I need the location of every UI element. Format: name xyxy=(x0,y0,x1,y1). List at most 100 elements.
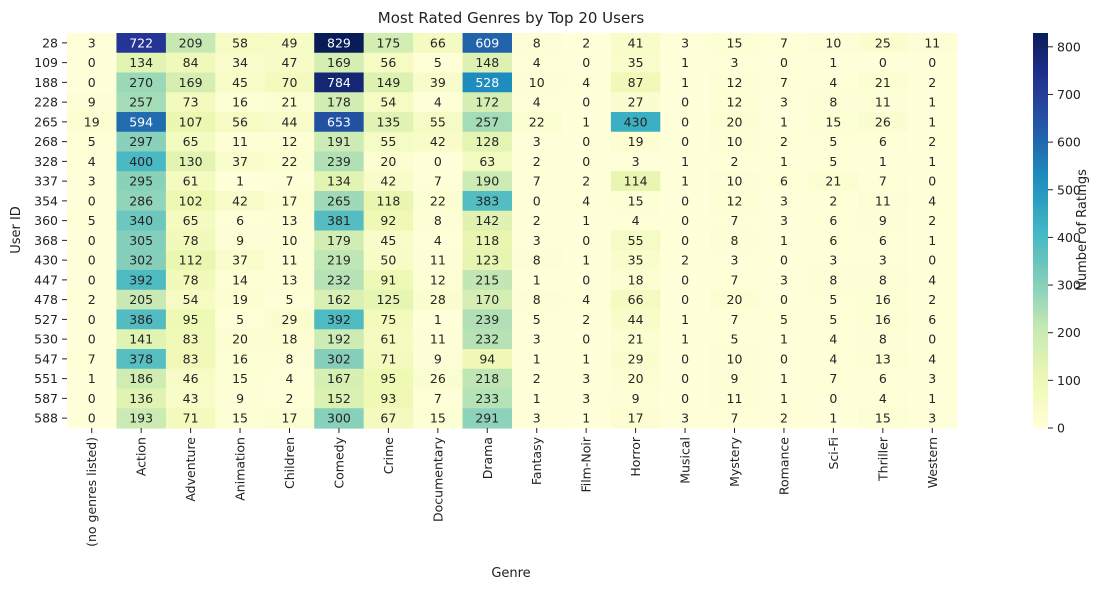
cell-value-label: 4 xyxy=(434,233,442,248)
cell-value-label: 45 xyxy=(380,233,396,248)
cell-value-label: 0 xyxy=(829,391,837,406)
heatmap-cell xyxy=(660,52,711,74)
y-tick-label: 337 xyxy=(34,174,58,189)
cell-value-label: 65 xyxy=(183,213,199,228)
cell-value-label: 73 xyxy=(183,95,199,110)
cell-value-label: 21 xyxy=(875,75,891,90)
x-tick-label: Musical xyxy=(678,437,693,484)
cell-value-label: 4 xyxy=(434,95,442,110)
heatmap-cell xyxy=(314,349,365,370)
cell-value-label: 12 xyxy=(282,134,298,149)
x-tick-label: (no genres listed) xyxy=(84,437,99,547)
cell-value-label: 2 xyxy=(533,213,541,228)
heatmap-cell xyxy=(808,368,859,390)
cell-value-label: 8 xyxy=(731,233,739,248)
heatmap-cell xyxy=(660,309,711,330)
cell-value-label: 149 xyxy=(376,75,400,90)
heatmap-cell xyxy=(709,230,760,251)
cell-value-label: 4 xyxy=(533,55,541,70)
heatmap-cell xyxy=(264,309,315,330)
heatmap-cell xyxy=(660,92,711,113)
heatmap-cell xyxy=(116,210,167,232)
cell-value-label: 25 xyxy=(875,35,891,50)
cell-value-label: 15 xyxy=(628,193,644,208)
cell-value-label: 123 xyxy=(475,253,499,268)
cell-value-label: 8 xyxy=(533,35,541,50)
cell-value-label: 2 xyxy=(681,253,689,268)
heatmap-cell xyxy=(264,408,315,429)
heatmap-cell xyxy=(314,408,365,429)
heatmap-cell xyxy=(264,72,315,93)
heatmap-cell xyxy=(512,349,563,370)
heatmap-cell xyxy=(759,33,810,54)
cell-value-label: 7 xyxy=(879,174,887,189)
cell-value-label: 1 xyxy=(681,55,689,70)
cell-value-label: 3 xyxy=(533,411,541,426)
heatmap-cell xyxy=(462,171,513,192)
cell-value-label: 1 xyxy=(928,391,936,406)
heatmap-cell xyxy=(462,349,513,370)
cell-value-label: 12 xyxy=(727,95,743,110)
cell-value-label: 3 xyxy=(879,253,887,268)
heatmap-cell xyxy=(808,92,859,113)
heatmap-cell xyxy=(462,388,513,409)
colorbar-tick-label: 0 xyxy=(1057,421,1065,436)
heatmap-cell xyxy=(67,112,118,133)
heatmap-cell xyxy=(808,171,859,192)
cell-value-label: 0 xyxy=(780,55,788,70)
cell-value-label: 257 xyxy=(129,95,153,110)
colorbar: 0 100 200 300 400 500 600 700 800 Number of Rati… xyxy=(1033,33,1090,436)
cell-value-label: 3 xyxy=(928,371,936,386)
cell-value-label: 1 xyxy=(582,213,590,228)
cell-value-label: 0 xyxy=(582,154,590,169)
heatmap-cell xyxy=(67,72,118,93)
cell-value-label: 3 xyxy=(780,193,788,208)
cell-value-label: 13 xyxy=(282,213,298,228)
heatmap-cell xyxy=(512,92,563,113)
cell-value-label: 0 xyxy=(780,292,788,307)
cell-value-label: 2 xyxy=(286,391,294,406)
heatmap-cell xyxy=(363,230,414,251)
heatmap-cell xyxy=(413,250,464,271)
heatmap-cell xyxy=(709,309,760,330)
heatmap-cell xyxy=(116,289,167,311)
cell-value-label: 17 xyxy=(628,411,644,426)
cell-value-label: 8 xyxy=(879,332,887,347)
heatmap-cell xyxy=(512,329,563,350)
cell-value-label: 3 xyxy=(533,332,541,347)
cell-value-label: 270 xyxy=(129,75,153,90)
cell-value-label: 15 xyxy=(727,35,743,50)
heatmap-cell xyxy=(413,131,464,153)
cell-value-label: 0 xyxy=(928,332,936,347)
heatmap-cell xyxy=(165,33,216,54)
cell-value-label: 8 xyxy=(286,351,294,366)
heatmap-cell xyxy=(759,131,810,153)
heatmap-cell xyxy=(215,92,266,113)
heatmap-cell xyxy=(512,131,563,153)
cell-value-label: 19 xyxy=(84,114,100,129)
cell-value-label: 0 xyxy=(681,95,689,110)
heatmap-cell xyxy=(907,171,958,192)
x-tick-label: Documentary xyxy=(430,436,445,522)
heatmap-cell xyxy=(759,92,810,113)
cell-value-label: 21 xyxy=(825,174,841,189)
cell-value-label: 239 xyxy=(327,154,351,169)
heatmap-cell xyxy=(759,151,810,172)
heatmap-cell xyxy=(660,289,711,311)
cell-value-label: 3 xyxy=(928,411,936,426)
cell-value-label: 0 xyxy=(681,114,689,129)
cell-value-label: 400 xyxy=(129,154,153,169)
cell-value-label: 9 xyxy=(731,371,739,386)
heatmap-cell xyxy=(462,368,513,390)
cell-value-label: 35 xyxy=(628,55,644,70)
y-tick-label: 478 xyxy=(34,292,58,307)
heatmap-cell xyxy=(264,289,315,311)
heatmap-cell xyxy=(561,52,612,74)
heatmap-cell xyxy=(660,329,711,350)
heatmap-cell xyxy=(165,191,216,212)
heatmap-cell xyxy=(116,151,167,172)
heatmap-cell xyxy=(215,72,266,93)
cell-value-label: 3 xyxy=(533,134,541,149)
cell-value-label: 29 xyxy=(282,312,298,327)
heatmap-cell xyxy=(512,270,563,291)
